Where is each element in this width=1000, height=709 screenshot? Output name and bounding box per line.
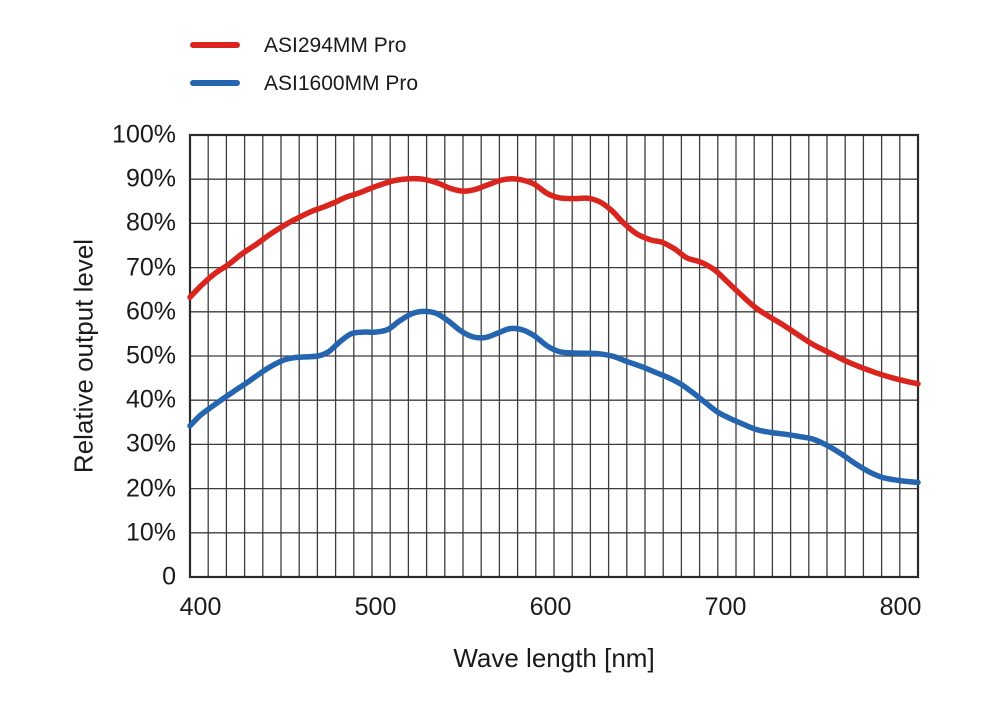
- grid-lines: [190, 135, 918, 577]
- y-tick-label: 30%: [125, 429, 176, 458]
- legend-item: ASI294MM Pro: [190, 26, 418, 64]
- legend-item: ASI1600MM Pro: [190, 64, 418, 102]
- x-tick-label: 400: [179, 593, 222, 621]
- legend-label: ASI294MM Pro: [264, 33, 407, 57]
- legend: ASI294MM Pro ASI1600MM Pro: [190, 26, 418, 102]
- y-tick-label: 100%: [112, 120, 176, 149]
- x-tick-label: 600: [529, 593, 572, 621]
- y-axis-title: Relative output level: [68, 238, 99, 474]
- y-tick-label: 60%: [125, 297, 176, 326]
- legend-label: ASI1600MM Pro: [264, 71, 419, 95]
- y-tick-label: 10%: [125, 518, 176, 547]
- legend-color-swatch: [190, 42, 240, 48]
- plot-border: [188, 133, 920, 579]
- x-tick-label: 500: [354, 593, 397, 621]
- x-axis-title: Wave length [nm]: [453, 643, 655, 673]
- x-tick-label: 800: [879, 593, 922, 621]
- y-tick-label: 90%: [125, 164, 176, 193]
- y-tick-label: 20%: [125, 474, 176, 503]
- y-tick-label: 80%: [125, 208, 176, 237]
- series-line-asi1600mm-pro: [187, 308, 921, 486]
- y-tick-label: 70%: [125, 253, 176, 282]
- y-tick-label: 0: [162, 562, 176, 591]
- legend-color-swatch: [190, 80, 240, 86]
- y-tick-label: 50%: [125, 341, 176, 370]
- x-tick-label: 700: [704, 593, 747, 621]
- series-line-asi294mm-pro: [187, 175, 921, 387]
- y-tick-label: 40%: [125, 385, 176, 414]
